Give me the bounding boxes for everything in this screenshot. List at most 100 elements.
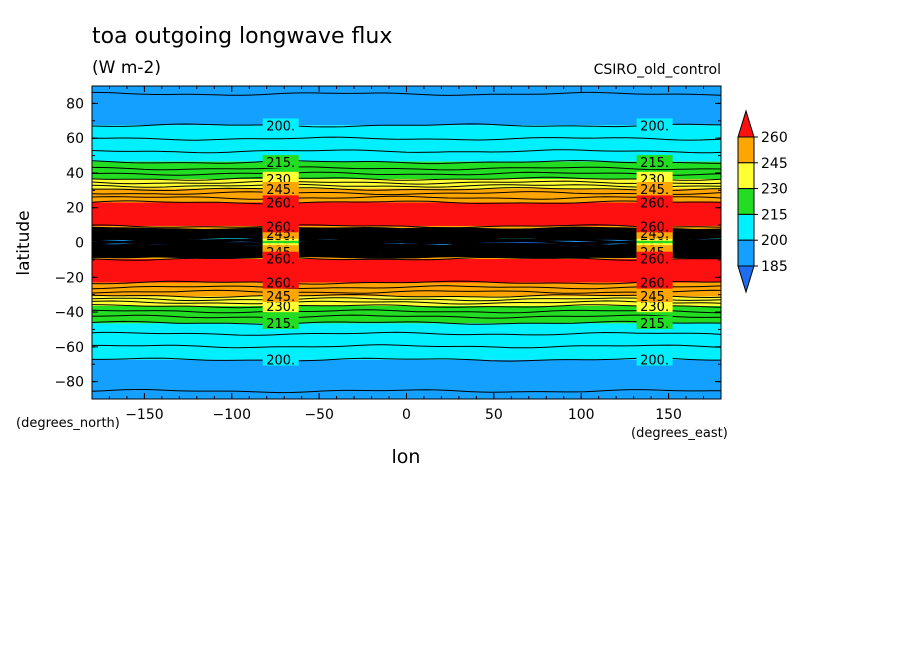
- contour-line: [91, 227, 722, 232]
- contour-label-bg: [262, 315, 299, 329]
- contour-line: [91, 91, 722, 96]
- x-tick-label: 0: [402, 407, 411, 423]
- x-axis-unit: (degrees_east): [631, 426, 728, 441]
- contour-line: [91, 123, 722, 128]
- contour-line: [91, 191, 722, 196]
- contour-line: [91, 304, 722, 309]
- contour-label: 260.: [266, 196, 295, 211]
- y-tick-label: −40: [54, 305, 84, 321]
- contour-label-bg: [262, 251, 299, 265]
- colorbar-tick-label: 245: [761, 156, 788, 172]
- colorbar-arrow-bottom: [737, 265, 755, 294]
- contour-label-bg: [636, 299, 673, 313]
- colorbar-tick-label: 200: [761, 233, 788, 249]
- contour-label: 260.: [640, 253, 669, 268]
- colorbar-tick-label: 215: [761, 207, 788, 223]
- contour-line: [91, 314, 722, 319]
- contour-label-bg: [262, 171, 299, 185]
- contour-label-bg: [636, 352, 673, 366]
- chart-title: toa outgoing longwave flux: [92, 24, 393, 49]
- contour-band: [92, 359, 721, 399]
- contour-line: [91, 253, 722, 259]
- contour-band: [92, 125, 721, 162]
- contour-label-bg: [262, 288, 299, 302]
- contour-line: [91, 195, 722, 200]
- contour-label: 260.: [266, 220, 295, 235]
- contour-label-bg: [636, 171, 673, 185]
- contour-band: [92, 305, 721, 324]
- contour-line: [91, 331, 722, 336]
- contour-label-bg: [636, 315, 673, 329]
- contour-label-bg: [262, 352, 299, 366]
- contour-label-bg: [262, 219, 299, 233]
- contour-label-bg: [636, 219, 673, 233]
- contour-label-bg: [262, 275, 299, 289]
- contour-label: 200.: [266, 354, 295, 369]
- x-tick-label: 50: [485, 407, 503, 423]
- contour-line: [92, 224, 722, 229]
- y-tick-label: 80: [66, 96, 84, 112]
- contour-line: [91, 183, 722, 188]
- contour-line: [91, 389, 721, 394]
- contour-label: 215.: [266, 317, 295, 332]
- contour-line: [91, 171, 722, 176]
- contour-line: [92, 136, 722, 141]
- contour-line: [91, 289, 722, 294]
- contour-label: 215.: [640, 317, 669, 332]
- contour-line: [91, 293, 722, 299]
- y-tick-label: −60: [54, 340, 84, 356]
- contour-band: [92, 296, 721, 306]
- x-tick-label: 100: [568, 407, 595, 423]
- contour-label: 260.: [640, 220, 669, 235]
- contour-line: [91, 159, 722, 165]
- contour-line: [91, 200, 722, 205]
- colorbar-arrow-top: [737, 109, 755, 138]
- contour-label: 200.: [640, 119, 669, 134]
- contour-line: [91, 280, 722, 285]
- x-tick-label: −150: [125, 407, 163, 423]
- contour-line: [91, 166, 722, 171]
- contour-label-bg: [262, 118, 299, 132]
- contour-line: [91, 297, 722, 302]
- colorbar-tick-label: 260: [761, 130, 788, 146]
- contour-label: 200.: [640, 354, 669, 369]
- contour-band: [92, 188, 721, 203]
- contour-label-bg: [262, 155, 299, 169]
- contour-label: 230.: [266, 300, 295, 315]
- y-tick-label: −20: [54, 270, 84, 286]
- colorbar-segment: [737, 213, 755, 241]
- contour-band: [92, 161, 721, 180]
- contour-line: [91, 149, 722, 154]
- contour-label-bg: [636, 118, 673, 132]
- contour-line: [91, 309, 722, 314]
- colorbar-segment: [737, 188, 755, 215]
- contour-line: [91, 229, 721, 234]
- contour-band: [92, 86, 721, 126]
- contour-line: [92, 244, 722, 250]
- x-tick-label: −50: [304, 407, 334, 423]
- y-tick-label: 60: [66, 131, 84, 147]
- contour-label: 215.: [266, 156, 295, 171]
- contour-label-bg: [636, 195, 673, 209]
- contour-label-bg: [636, 275, 673, 289]
- y-tick-label: −80: [54, 375, 84, 391]
- contour-labels: 200.200.215.215.215.215.230.230.230.230.…: [262, 118, 673, 369]
- y-tick-label: 0: [75, 236, 84, 252]
- contour-label: 260.: [640, 277, 669, 292]
- contour-band: [92, 323, 721, 360]
- contour-label-bg: [636, 288, 673, 302]
- contour-line: [91, 320, 722, 325]
- contour-label: 215.: [640, 156, 669, 171]
- contour-line: [92, 344, 722, 349]
- contour-label-bg: [262, 182, 299, 196]
- colorbar: 260 245 230 215 200 185: [737, 109, 788, 294]
- chart-source: CSIRO_old_control: [593, 62, 721, 78]
- colorbar-tick-label: 185: [761, 259, 788, 275]
- y-axis-unit: (degrees_north): [16, 416, 120, 431]
- contour-line: [92, 357, 721, 362]
- contour-label: 230.: [640, 300, 669, 315]
- colorbar-tick-label: 230: [761, 182, 788, 198]
- contour-label: 245.: [266, 290, 295, 305]
- contour-label-bg: [636, 251, 673, 265]
